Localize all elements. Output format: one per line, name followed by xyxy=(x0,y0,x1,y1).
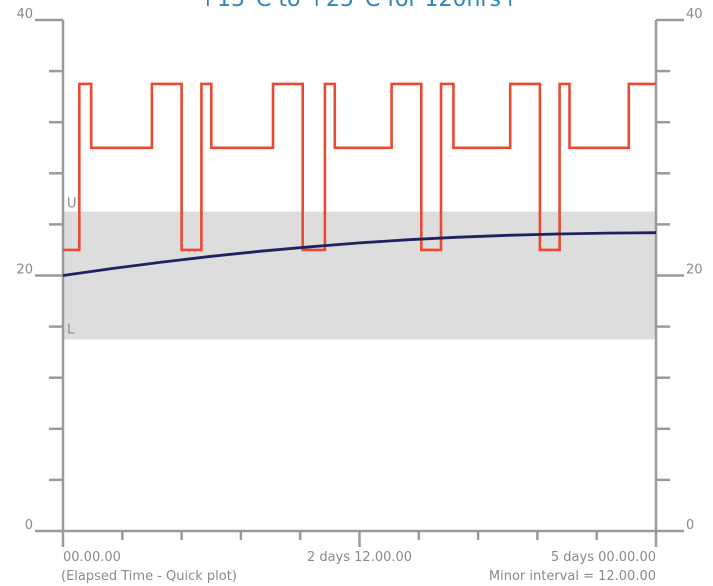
band-upper-label: U xyxy=(67,197,77,212)
y-tick-label-right: 20 xyxy=(686,263,703,278)
y-tick-label-left: 40 xyxy=(16,7,33,22)
band-lower-label: L xyxy=(67,322,75,337)
x-footnote-right: Minor interval = 12.00.00 xyxy=(489,569,656,584)
x-footnote-left: (Elapsed Time - Quick plot) xyxy=(61,569,237,584)
y-tick-label-right: 40 xyxy=(686,7,703,22)
x-tick-label: 2 days 12.00.00 xyxy=(307,550,412,565)
x-tick-label: 5 days 00.00.00 xyxy=(551,550,656,565)
tolerance-band-layer xyxy=(63,211,656,340)
series-line-1 xyxy=(63,82,656,252)
series-line-2 xyxy=(62,231,657,277)
tolerance-band xyxy=(63,211,656,340)
axis-layer xyxy=(35,18,684,547)
label-layer: U L 0 0 20 20 40 40 00.00.00 2 days 12.00.00 5 day… xyxy=(16,7,702,584)
x-tick-label: 00.00.00 xyxy=(63,550,121,565)
y-tick-label-left: 0 xyxy=(25,518,33,533)
y-tick-label-left: 20 xyxy=(16,263,33,278)
series-layer xyxy=(62,82,657,277)
y-tick-label-right: 0 xyxy=(686,518,694,533)
chart-title: +15°C to +25°C for 120hrs+ xyxy=(199,0,520,12)
